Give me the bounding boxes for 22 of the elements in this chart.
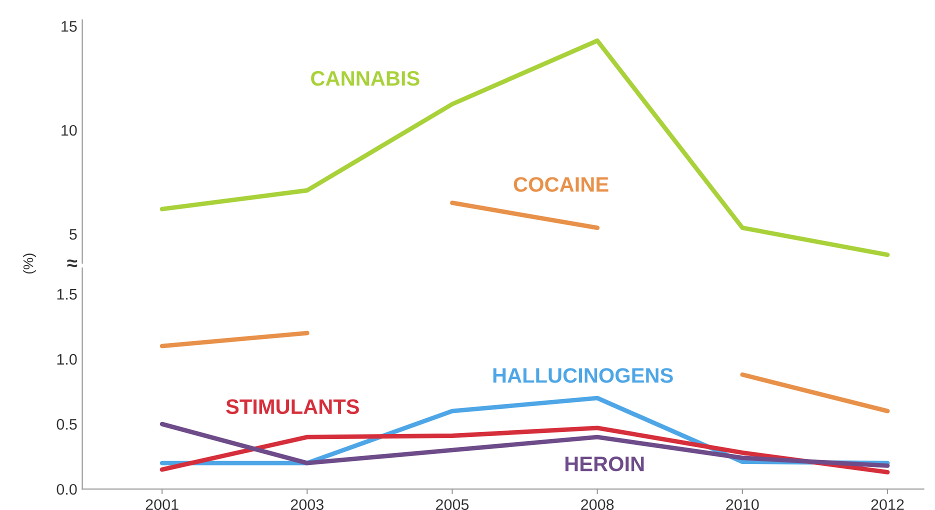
x-tick-label: 2005 <box>436 499 469 510</box>
line-series <box>160 426 890 474</box>
y-tick-label: 1.5 <box>57 289 77 300</box>
y-tick-label: 0.5 <box>56 418 77 430</box>
line-series <box>160 38 890 258</box>
series-label: HALLUCINOGENS <box>493 368 673 383</box>
x-tick-label: 2003 <box>290 499 324 510</box>
y-tick-label: 5 <box>70 229 77 240</box>
y-tick-label: 10 <box>62 124 77 136</box>
x-tick-label: 2012 <box>871 499 904 510</box>
series-label: CANNABIS <box>311 71 420 86</box>
y-axis-title: (%) <box>23 254 36 274</box>
series-label: COCAINE <box>514 177 608 192</box>
y-tick-label: 15 <box>62 21 77 32</box>
y-tick-label: 1.0 <box>57 354 77 365</box>
x-tick-label: 2001 <box>146 499 178 510</box>
y-tick-label: 0.0 <box>56 484 77 495</box>
text: ≈ <box>67 259 78 268</box>
x-tick-label: 2010 <box>726 499 759 510</box>
x-tick-label: 2008 <box>581 499 614 510</box>
series-label: HEROIN <box>565 456 644 472</box>
series-label: STIMULANTS <box>226 399 359 414</box>
